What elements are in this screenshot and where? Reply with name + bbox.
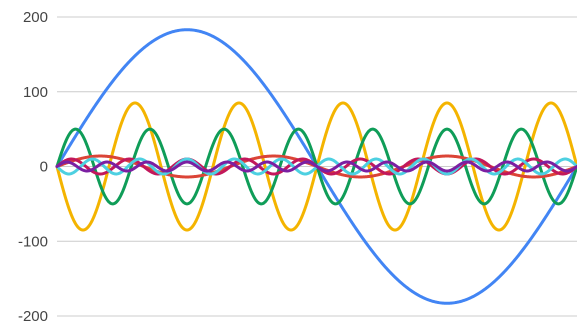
y-axis-labels: 200 100 0 -100 -200 xyxy=(18,9,48,325)
y-tick-label: -100 xyxy=(18,233,48,250)
series-line-7 xyxy=(55,160,577,173)
y-tick-label: 200 xyxy=(23,9,48,26)
y-tick-label: 100 xyxy=(23,84,48,101)
y-tick-label: 0 xyxy=(40,159,48,176)
y-tick-label: -200 xyxy=(18,308,48,325)
series-lines xyxy=(55,28,577,305)
